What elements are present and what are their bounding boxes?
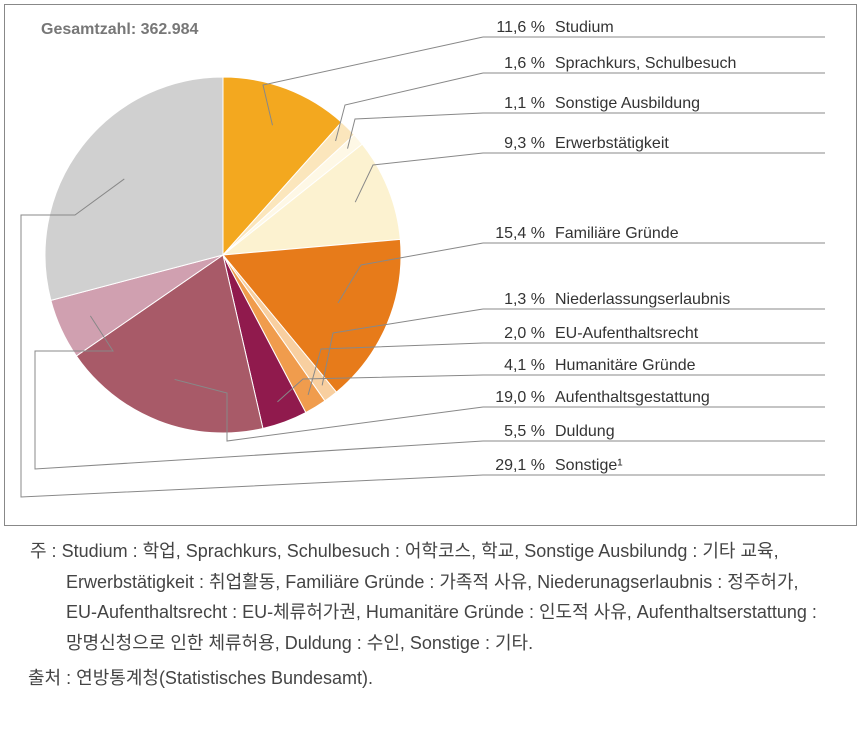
legend-pct: 19,0 % bbox=[485, 389, 545, 407]
legend-pct: 11,6 % bbox=[485, 19, 545, 37]
legend-row: 5,5 % Duldung bbox=[485, 423, 615, 441]
legend-row: 2,0 % EU-Aufenthaltsrecht bbox=[485, 325, 698, 343]
legend-pct: 5,5 % bbox=[485, 423, 545, 441]
legend-pct: 2,0 % bbox=[485, 325, 545, 343]
legend-label: Humanitäre Gründe bbox=[555, 357, 696, 375]
legend-pct: 29,1 % bbox=[485, 457, 545, 475]
leader-line bbox=[348, 113, 483, 149]
legend-label: Duldung bbox=[555, 423, 615, 441]
legend-pct: 15,4 % bbox=[485, 225, 545, 243]
legend-row: 15,4 % Familiäre Gründe bbox=[485, 225, 679, 243]
source-line: 출처 : 연방통계청(Statistisches Bundesamt). bbox=[0, 662, 861, 702]
legend-row: 4,1 % Humanitäre Gründe bbox=[485, 357, 696, 375]
legend-row: 19,0 % Aufenthaltsgestattung bbox=[485, 389, 710, 407]
chart-container: Gesamtzahl: 362.984 11,6 %Studium1,6 %Sp… bbox=[4, 4, 857, 526]
legend-row: 9,3 % Erwerbstätigkeit bbox=[485, 135, 669, 153]
legend-label: Sprachkurs, Schulbesuch bbox=[555, 55, 736, 73]
notes-text: Studium : 학업, Sprachkurs, Schulbesuch : … bbox=[62, 541, 817, 653]
legend-row: 1,6 % Sprachkurs, Schulbesuch bbox=[485, 55, 736, 73]
legend-row: 1,3 % Niederlassungserlaubnis bbox=[485, 291, 730, 309]
legend-label: Erwerbstätigkeit bbox=[555, 135, 669, 153]
pie-chart-svg bbox=[5, 5, 841, 525]
legend-row: 11,6 % Studium bbox=[485, 19, 614, 37]
legend-pct: 1,6 % bbox=[485, 55, 545, 73]
legend-label: Niederlassungserlaubnis bbox=[555, 291, 730, 309]
source-text: 연방통계청(Statistisches Bundesamt). bbox=[76, 668, 373, 688]
legend-label: EU-Aufenthaltsrecht bbox=[555, 325, 698, 343]
legend-pct: 1,3 % bbox=[485, 291, 545, 309]
legend-pct: 9,3 % bbox=[485, 135, 545, 153]
legend-pct: 1,1 % bbox=[485, 95, 545, 113]
legend-label: Sonstige Ausbildung bbox=[555, 95, 700, 113]
legend-label: Sonstige¹ bbox=[555, 457, 623, 475]
notes-prefix: 주 : bbox=[30, 541, 57, 561]
source-prefix: 출처 : bbox=[28, 668, 71, 688]
legend-notes: 주 : Studium : 학업, Sprachkurs, Schulbesuc… bbox=[0, 530, 861, 662]
legend-row: 29,1 % Sonstige¹ bbox=[485, 457, 623, 475]
legend-pct: 4,1 % bbox=[485, 357, 545, 375]
legend-label: Familiäre Gründe bbox=[555, 225, 679, 243]
leader-line bbox=[336, 73, 483, 141]
legend-label: Aufenthaltsgestattung bbox=[555, 389, 710, 407]
legend-label: Studium bbox=[555, 19, 614, 37]
legend-row: 1,1 % Sonstige Ausbildung bbox=[485, 95, 700, 113]
